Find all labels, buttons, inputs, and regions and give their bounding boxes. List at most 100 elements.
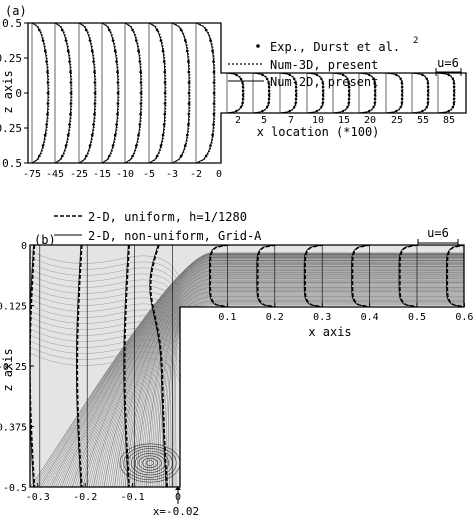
panel-a-exp-point — [294, 89, 298, 93]
panel-a-exp-point — [41, 39, 45, 42]
panel-a-y-axis-label: z axis — [1, 70, 15, 113]
panel-a-exp-point — [347, 97, 351, 101]
panel-b-nonuniform-curve — [123, 245, 129, 487]
panel-b-streamline — [137, 287, 464, 487]
panel-a-num3d-curve — [55, 22, 73, 164]
panel-a-exp-point — [93, 70, 96, 74]
panel-a-exp-point — [209, 39, 212, 42]
panel-a-x-tick-label: 55 — [417, 115, 429, 126]
panel-a-exp-point — [452, 93, 456, 97]
panel-b-background — [30, 245, 464, 487]
panel-a-exp-point — [261, 73, 264, 77]
panel-b-x-tick-label: 0.2 — [266, 312, 284, 323]
panel-a-num3d-curve — [386, 72, 404, 114]
panel-a-exp-point — [134, 144, 138, 147]
panel-a-num3d-curve — [102, 22, 120, 164]
panel-b-x-axis-label: x axis — [308, 325, 351, 339]
panel-b-streamline — [30, 280, 181, 312]
panel-a-num2d-curve — [171, 22, 190, 164]
panel-a-exp-point — [111, 39, 115, 42]
panel-a-x-tick-label: 7 — [288, 115, 294, 126]
panel-b-streamline — [30, 346, 181, 378]
panel-a-exp-point — [294, 101, 297, 105]
panel-a-exp-point — [92, 60, 95, 63]
panel-a-num2d-curve — [31, 22, 49, 164]
panel-b-vortex-ring — [142, 457, 158, 469]
panel-a-axes-frame — [27, 22, 467, 164]
panel-b-nonuniform-curve — [209, 245, 228, 308]
panel-a-exp-point — [209, 144, 212, 147]
panel-a-exp-point — [69, 91, 73, 95]
panel-a-exp-point — [400, 89, 404, 93]
panel-a-exp-point — [41, 144, 45, 147]
panel-a-exp-point — [373, 85, 377, 89]
panel-a-exp-point — [421, 73, 424, 77]
panel-a-exp-point — [212, 112, 216, 116]
panel-a-exp-point — [294, 97, 298, 101]
panel-a-exp-point — [138, 60, 142, 63]
panel-a-exp-point — [131, 28, 134, 32]
panel-a-exp-point — [265, 105, 269, 109]
panel-a-exp-point — [183, 39, 187, 42]
panel-a-exp-point — [46, 112, 49, 116]
panel-a-exp-point — [212, 81, 216, 84]
panel-a-num3d-curve — [253, 72, 271, 114]
panel-b-y-ticks: 0 -0.125 -0.25 -0.375 -0.5 — [0, 241, 34, 494]
panel-a-exp-point — [241, 97, 245, 101]
panel-a-exp-point — [43, 133, 47, 137]
panel-a-exp-point — [211, 133, 214, 137]
panel-a-num3d-curve — [307, 72, 325, 114]
panel-a-exp-point — [212, 60, 215, 63]
panel-a-profiles — [31, 22, 456, 164]
panel-b-streamline — [150, 293, 464, 487]
panel-b-streamline — [30, 268, 181, 300]
panel-a: (a) z axis 0.50.250-0.25-0.5 -75-45-25-1… — [0, 4, 467, 180]
panel-a-x-tick-label: -5 — [143, 169, 155, 180]
panel-a-exp-point — [69, 112, 72, 116]
panel-b-y-tick-label: -0.5 — [3, 483, 27, 494]
panel-a-exp-point — [267, 89, 271, 93]
panel-a-x-tick-label: 2 — [235, 115, 241, 126]
panel-a-exp-point — [341, 109, 345, 113]
panel-a-num2d-curve — [195, 22, 215, 164]
panel-a-exp-point — [373, 97, 377, 101]
panel-b-streamline — [152, 294, 464, 487]
panel-a-exp-point — [294, 93, 298, 97]
panel-a-exp-point — [116, 91, 120, 95]
panel-b-streamline — [95, 271, 464, 487]
panel-a-exp-point — [93, 91, 97, 95]
panel-a-num3d-curve — [196, 22, 216, 164]
panel-a-exp-point — [161, 133, 165, 137]
panel-a-num3d-curve — [412, 72, 430, 114]
panel-a-exp-point — [159, 144, 163, 147]
panel-a-exp-point — [187, 91, 191, 95]
panel-b-streamline — [30, 286, 181, 318]
panel-a-exp-point — [321, 89, 325, 93]
panel-a-exp-point — [372, 77, 375, 81]
panel-b-x-tick-label: 0.5 — [408, 312, 426, 323]
panel-a-exp-point — [107, 154, 111, 158]
panel-a-exp-point — [93, 112, 96, 116]
panel-b-streamline — [163, 298, 464, 487]
panel-a-exp-point — [315, 109, 319, 113]
panel-a-exp-point — [294, 85, 298, 89]
panel-a-exp-point — [373, 93, 377, 97]
panel-a-exp-point — [395, 73, 398, 77]
panel-a-exp-point — [46, 91, 50, 95]
panel-b-uniform-curve — [351, 245, 371, 308]
panel-a-x-ticks: -75 -45 -25 -15 -10 -5 -3 -2 02 5 7 10 15 20 25 55 85 — [23, 115, 455, 180]
panel-b-x-tick-label: 0.1 — [218, 312, 236, 323]
panel-b-streamline — [91, 269, 464, 487]
panel-a-exp-point — [241, 101, 244, 105]
panel-b-streamline — [103, 274, 464, 487]
legend-exp-superscript: 2 — [413, 36, 418, 46]
panel-a-exp-point — [162, 123, 166, 126]
panel-a-exp-point — [267, 101, 270, 105]
panel-b-vortex-ring — [145, 460, 155, 466]
panel-b-nonuniform-curve — [398, 245, 418, 308]
panel-a-y-tick-label: 0 — [15, 87, 22, 100]
panel-b-streamline — [30, 340, 181, 372]
panel-a-exp-point — [239, 77, 243, 81]
panel-b-streamline — [30, 328, 181, 360]
panel-b-streamline — [93, 270, 464, 487]
